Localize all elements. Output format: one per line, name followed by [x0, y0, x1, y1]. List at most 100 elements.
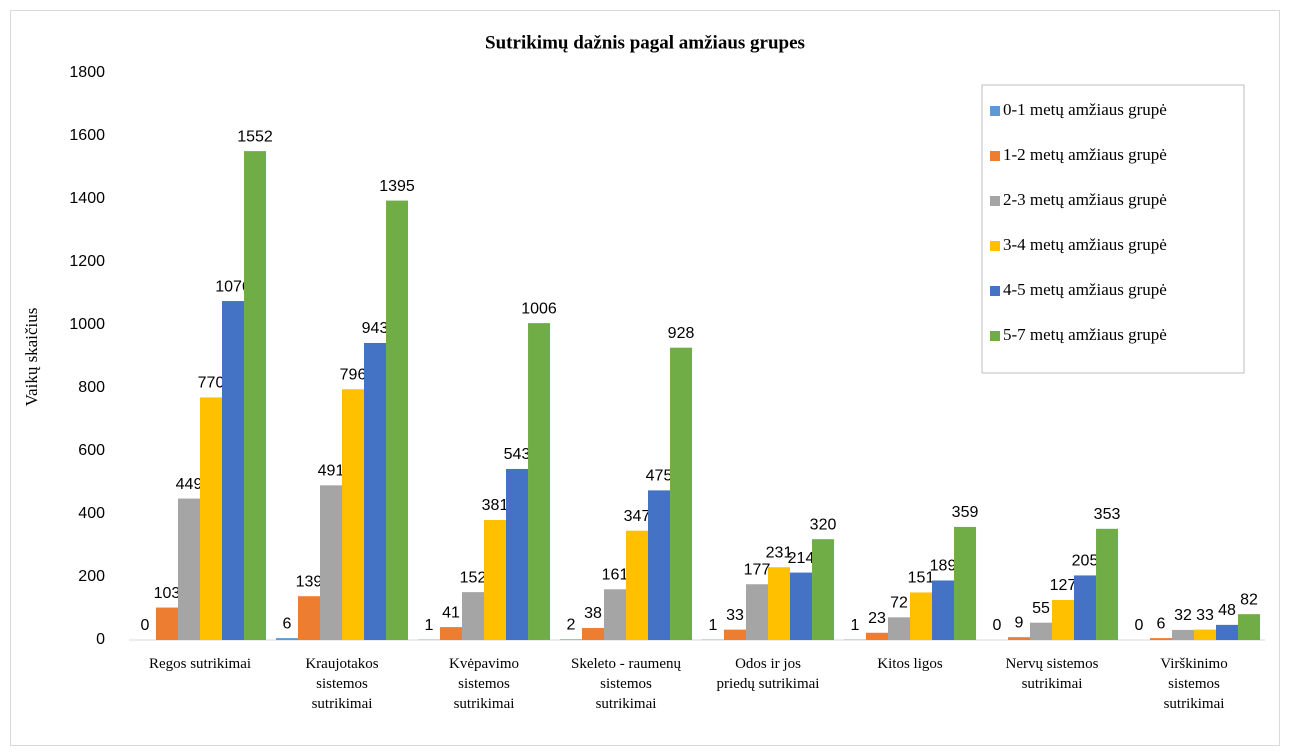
y-tick-label: 0 [96, 631, 105, 648]
bar [439, 627, 462, 640]
data-label: 9 [1015, 614, 1024, 631]
legend-label: 4-5 metų amžiaus grupė [1003, 280, 1167, 299]
bar [1171, 629, 1194, 640]
y-tick-label: 1000 [69, 316, 105, 333]
bar [1216, 624, 1239, 640]
y-tick-label: 1600 [69, 127, 105, 144]
data-label: 139 [296, 573, 323, 590]
bar [1052, 599, 1075, 640]
y-tick-label: 600 [78, 442, 105, 459]
data-label: 943 [362, 320, 389, 337]
data-label: 928 [668, 325, 695, 342]
legend-box [981, 84, 1245, 374]
y-tick-label: 1800 [69, 64, 105, 81]
legend-swatch [990, 196, 1000, 206]
bar [603, 589, 626, 640]
bar [887, 617, 910, 640]
bar [932, 580, 955, 640]
bar [386, 200, 409, 640]
bar [1007, 637, 1030, 640]
data-label: 543 [504, 446, 531, 463]
y-tick-label: 200 [78, 568, 105, 585]
data-label: 33 [1196, 607, 1214, 624]
data-label: 72 [890, 595, 908, 612]
bar [1238, 614, 1261, 640]
x-tick-label: Virškinimo sistemos sutrikimai [1160, 656, 1227, 712]
data-label: 32 [1174, 607, 1192, 624]
data-label: 359 [952, 504, 979, 521]
bar [1029, 622, 1052, 640]
x-tick-label: Kvėpavimo sistemos sutrikimai [449, 656, 519, 712]
bar [275, 638, 298, 640]
bar [461, 592, 484, 640]
data-label: 1 [851, 617, 860, 634]
data-label: 151 [908, 570, 935, 587]
x-tick-label: Odos ir jos priedų sutrikimai [717, 656, 820, 692]
legend-label: 3-4 metų amžiaus grupė [1003, 235, 1167, 254]
bar [222, 301, 245, 640]
data-label: 48 [1218, 602, 1236, 619]
x-tick-label: Nervų sistemos sutrikimai [1006, 656, 1099, 692]
data-label: 0 [1135, 617, 1144, 634]
data-label: 55 [1032, 600, 1050, 617]
bar [297, 596, 320, 640]
bar [812, 539, 835, 640]
bar [910, 592, 933, 640]
y-tick-label: 1400 [69, 190, 105, 207]
data-label: 161 [602, 567, 629, 584]
bar [364, 342, 387, 640]
data-label: 231 [766, 544, 793, 561]
bar [790, 572, 813, 640]
bar [1149, 638, 1172, 640]
bar [865, 632, 888, 640]
legend-label: 1-2 metų amžiaus grupė [1003, 145, 1167, 164]
data-label: 127 [1050, 577, 1077, 594]
bar [1096, 528, 1119, 640]
data-label: 320 [810, 516, 837, 533]
bar [954, 526, 977, 640]
data-label: 177 [744, 561, 771, 578]
chart-title: Sutrikimų dažnis pagal amžiaus grupes [485, 32, 805, 53]
bar [342, 389, 365, 640]
data-label: 189 [930, 558, 957, 575]
data-label: 1 [709, 617, 718, 634]
bar [1194, 629, 1217, 640]
data-label: 770 [198, 375, 225, 392]
data-label: 82 [1240, 591, 1258, 608]
data-label: 0 [141, 617, 150, 634]
legend-swatch [990, 151, 1000, 161]
data-label: 1395 [379, 178, 415, 195]
data-label: 6 [1157, 615, 1166, 632]
data-label: 152 [460, 569, 487, 586]
x-tick-label: Regos sutrikimai [149, 656, 251, 672]
bar [506, 468, 529, 640]
data-label: 491 [318, 463, 345, 480]
y-tick-label: 1200 [69, 253, 105, 270]
data-label: 1 [425, 617, 434, 634]
data-label: 38 [584, 605, 602, 622]
data-label: 475 [646, 468, 673, 485]
bar [648, 490, 671, 640]
legend-label: 2-3 metų amžiaus grupė [1003, 190, 1167, 209]
bar [768, 567, 791, 640]
data-label: 33 [726, 607, 744, 624]
data-label: 23 [868, 610, 886, 627]
y-tick-label: 400 [78, 505, 105, 522]
legend-swatch [990, 331, 1000, 341]
x-tick-label: Kraujotakos sistemos sutrikimai [305, 656, 378, 712]
bar [559, 639, 582, 640]
legend-swatch [990, 286, 1000, 296]
bar [244, 151, 267, 640]
bar [155, 607, 178, 640]
data-label: 6 [283, 615, 292, 632]
bar [177, 498, 200, 640]
x-tick-label: Skeleto - raumenų sistemos sutrikimai [571, 656, 681, 712]
bar [319, 485, 342, 640]
data-label: 103 [154, 585, 181, 602]
y-tick-label: 800 [78, 379, 105, 396]
bar [670, 347, 693, 640]
data-label: 1006 [521, 300, 557, 317]
bar [528, 323, 551, 640]
data-label: 449 [176, 476, 203, 493]
